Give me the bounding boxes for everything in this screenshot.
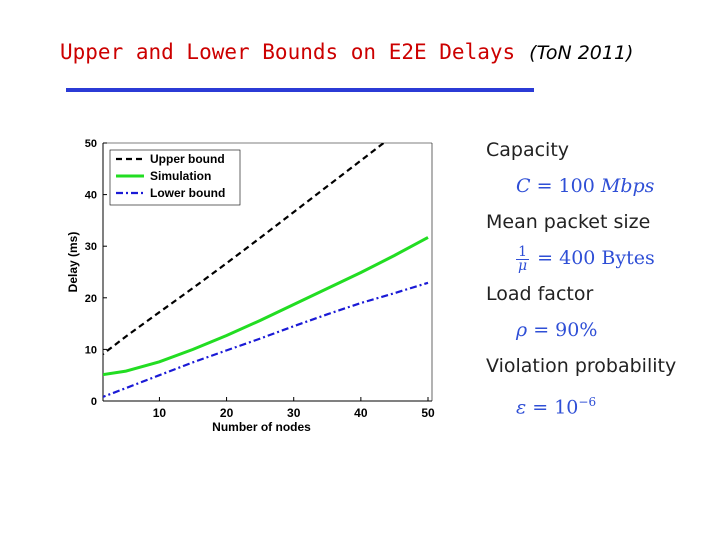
series-line-simulation — [103, 236, 429, 377]
packet-size-label: Mean packet size — [486, 211, 651, 233]
title-main: Upper and Lower Bounds on E2E Delays — [60, 40, 516, 64]
capacity-symbol: C — [516, 175, 531, 197]
y-axis-label: Delay (ms) — [66, 232, 80, 293]
load-factor-value: = 90% — [533, 319, 598, 341]
fraction-numerator: 1 — [516, 245, 530, 260]
x-tick-label: 20 — [220, 406, 234, 420]
violation-symbol: ε — [516, 396, 527, 419]
delay-chart: 0 10 20 30 40 50 10 20 30 40 50 Number of nodes Dela… — [66, 138, 435, 434]
x-tick-label: 30 — [287, 406, 301, 420]
slide-title: Upper and Lower Bounds on E2E Delays (ToN… — [60, 40, 633, 64]
x-tick-label: 40 — [354, 406, 368, 420]
y-tick-label: 20 — [85, 293, 97, 305]
series-line-lower-bound — [103, 281, 429, 399]
legend-label: Simulation — [150, 169, 211, 183]
series-line-upper-bound — [103, 143, 386, 356]
violation-probability-equation: ε = 10−6 — [486, 388, 716, 424]
capacity-equation: C = 100 Mbps — [486, 172, 716, 208]
capacity-unit: Mbps — [600, 175, 655, 197]
chart-series — [103, 143, 429, 399]
violation-exponent: −6 — [578, 395, 597, 409]
parameters-panel: Capacity C = 100 Mbps Mean packet size 1… — [486, 136, 716, 424]
y-tick-label: 30 — [85, 241, 97, 253]
violation-probability-label: Violation probability — [486, 355, 677, 377]
x-axis-label: Number of nodes — [212, 420, 311, 434]
legend-label: Lower bound — [150, 186, 225, 200]
title-subtitle: (ToN 2011) — [529, 42, 634, 64]
packet-size-value: = 400 Bytes — [537, 247, 655, 269]
y-tick-label: 0 — [91, 396, 97, 408]
chart-axes: 0 10 20 30 40 50 10 20 30 40 50 Number of nodes Dela… — [66, 138, 435, 434]
y-tick-label: 10 — [85, 344, 97, 356]
x-tick-label: 10 — [153, 406, 167, 420]
chart-legend: Upper bound Simulation Lower bound — [109, 149, 241, 206]
load-factor-equation: ρ = 90% — [486, 316, 716, 352]
violation-value: = 10 — [532, 396, 579, 419]
capacity-value: = 100 — [536, 175, 595, 197]
x-tick-label: 50 — [421, 406, 435, 420]
fraction-denominator: μ — [518, 257, 528, 274]
y-tick-label: 50 — [85, 138, 97, 150]
load-factor-label: Load factor — [486, 283, 594, 305]
y-tick-label: 40 — [85, 190, 97, 202]
title-underline — [66, 88, 534, 92]
capacity-label: Capacity — [486, 139, 570, 161]
load-factor-symbol: ρ — [516, 319, 528, 341]
legend-label: Upper bound — [150, 152, 225, 166]
